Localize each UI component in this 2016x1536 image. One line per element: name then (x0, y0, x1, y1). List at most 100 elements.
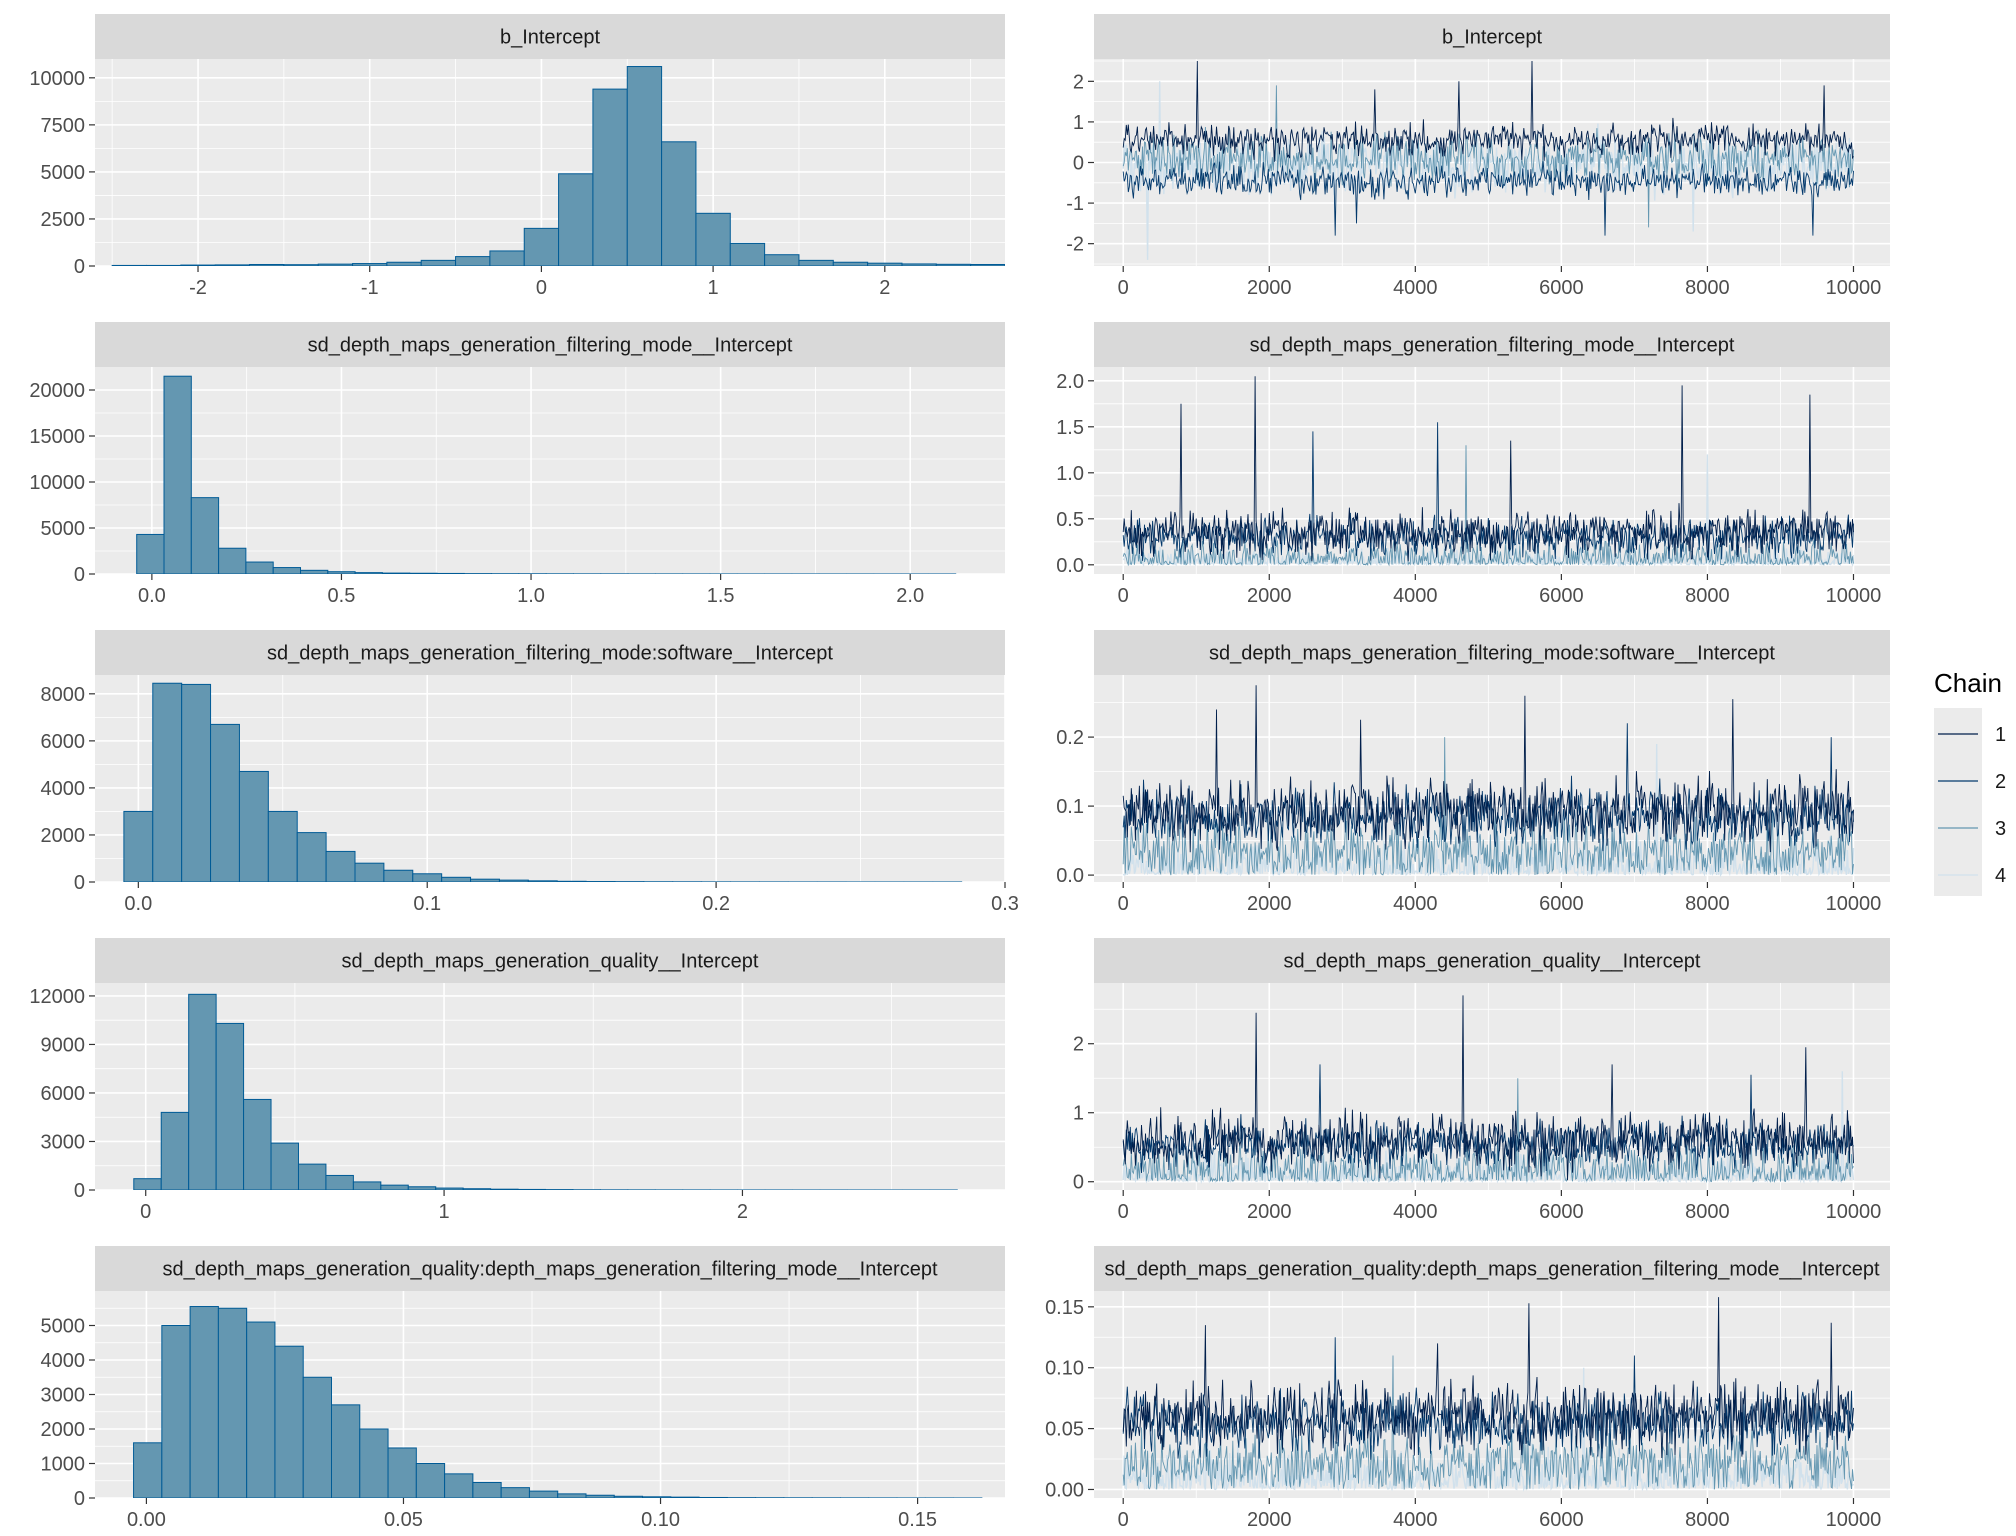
histogram-bar (435, 1187, 464, 1190)
histogram-bar (436, 572, 465, 574)
facet-title: sd_depth_maps_generation_quality__Interc… (342, 951, 759, 973)
facet-strip (1094, 1246, 1890, 1291)
y-tick-label: 12000 (29, 986, 85, 1008)
data-layer (133, 1306, 983, 1498)
histogram-bar (470, 878, 500, 882)
x-tick-label: 0.0 (138, 585, 166, 607)
y-tick-label: 0.05 (1045, 1419, 1084, 1441)
facet-strip (1094, 14, 1890, 59)
facet-strip (1094, 322, 1890, 367)
x-tick-label: 10000 (1826, 1201, 1882, 1223)
data-layer (1122, 995, 1855, 1185)
histogram-bar (283, 264, 319, 266)
x-tick-label: 10000 (1826, 1509, 1882, 1531)
x-tick-label: 10000 (1826, 277, 1882, 299)
trace-chain-2 (1122, 1064, 1854, 1174)
histogram-bar (214, 264, 251, 266)
histogram-bar (935, 263, 972, 266)
panel-trace-3: sd_depth_maps_generation_quality__Interc… (1073, 938, 1890, 1223)
facet-title: b_Intercept (500, 27, 601, 49)
data-layer (133, 993, 958, 1190)
histogram-bar (181, 683, 212, 882)
x-tick-label: 0.2 (702, 893, 730, 915)
x-tick-label: 6000 (1539, 277, 1584, 299)
y-tick-label: 0 (74, 1180, 85, 1202)
histogram-bar (189, 1306, 219, 1498)
histogram-bar (381, 572, 411, 574)
histogram-bar (245, 561, 274, 574)
histogram-bar (517, 1188, 547, 1190)
x-tick-label: 2000 (1247, 1509, 1292, 1531)
axes: 0 2000 4000 6000 8000 10000 -2 -1 0 1 2 (1066, 71, 1881, 299)
facet-title: sd_depth_maps_generation_filtering_mode:… (267, 643, 833, 665)
x-tick-label: 4000 (1393, 277, 1438, 299)
y-tick-label: 2500 (41, 209, 86, 231)
histogram-bar (188, 993, 217, 1190)
legend-title: Chain (1934, 668, 2002, 698)
histogram-bar (592, 88, 628, 266)
histogram-bar (386, 261, 422, 266)
x-tick-label: 0 (536, 277, 547, 299)
histogram-bar (325, 1174, 354, 1190)
x-tick-label: 2 (879, 277, 890, 299)
histogram-bar (729, 242, 766, 266)
panel-background (95, 367, 1005, 574)
axes: 0 1 2 0 3000 6000 9000 12000 (29, 986, 748, 1223)
histogram-bar (152, 682, 183, 882)
trace-chain-1 (1122, 995, 1854, 1181)
axes: 0 2000 4000 6000 8000 10000 0.0 0.1 0.2 (1056, 727, 1881, 915)
panel-background (1094, 983, 1890, 1190)
panels-grid: b_Intercept-2 -1 0 1 2025005000750010000b_In… (29, 14, 1890, 1531)
histogram-bar (215, 1022, 245, 1190)
x-tick-label: 8000 (1685, 277, 1730, 299)
histogram-bar (523, 227, 560, 266)
y-tick-label: 0 (1073, 153, 1084, 175)
histogram-bar (380, 1184, 409, 1190)
chain-legend: Chain 1 2 3 4 (1934, 668, 2006, 896)
x-tick-label: 0.3 (991, 893, 1019, 915)
y-tick-label: 2000 (41, 825, 86, 847)
x-tick-label: 0.5 (328, 585, 356, 607)
y-tick-label: 9000 (41, 1034, 86, 1056)
trace-chain-4 (1122, 743, 1855, 878)
histogram-bar (161, 1325, 191, 1498)
x-tick-label: 2000 (1247, 1201, 1292, 1223)
y-tick-label: 0 (74, 872, 85, 894)
histogram-bar (764, 254, 800, 266)
y-tick-label: 3000 (41, 1385, 86, 1407)
trace-chain-1 (1122, 376, 1854, 562)
histogram-bar (325, 850, 356, 882)
y-tick-label: 0.0 (1056, 865, 1084, 887)
histogram-bar (249, 263, 285, 266)
histogram-bar (642, 1496, 672, 1498)
histogram-bar (528, 1490, 559, 1498)
data-layer (111, 66, 1005, 266)
histogram-bar (352, 1181, 382, 1190)
histogram-bar (901, 263, 937, 266)
histogram-bar (123, 810, 154, 882)
x-tick-label: 8000 (1685, 1509, 1730, 1531)
legend-label-chain-2: 2 (1995, 771, 2006, 793)
histogram-bar (558, 173, 594, 266)
histogram-bar (136, 533, 165, 574)
y-tick-label: 0 (74, 564, 85, 586)
facet-title: sd_depth_maps_generation_quality__Interc… (1284, 951, 1701, 973)
facet-strip (95, 14, 1005, 59)
histogram-bar (180, 264, 216, 266)
histogram-bar (190, 497, 220, 574)
x-tick-label: 0.05 (384, 1509, 423, 1531)
y-tick-label: 0 (74, 256, 85, 278)
y-tick-label: 8000 (41, 684, 86, 706)
histogram-bar (146, 264, 182, 266)
histogram-bar (387, 1447, 417, 1498)
x-tick-label: 8000 (1685, 1201, 1730, 1223)
x-tick-label: 2000 (1247, 585, 1292, 607)
y-tick-label: 4000 (41, 778, 86, 800)
histogram-bar (585, 1494, 615, 1498)
axes: 0.0 0.5 1.0 1.5 2.0 0 5000 10000 15000 20000 (29, 380, 924, 607)
histogram-bar (267, 810, 298, 882)
histogram-bar (420, 259, 457, 266)
histogram-bar (661, 141, 697, 266)
histogram-bar (297, 1163, 327, 1190)
x-tick-label: 6000 (1539, 585, 1584, 607)
